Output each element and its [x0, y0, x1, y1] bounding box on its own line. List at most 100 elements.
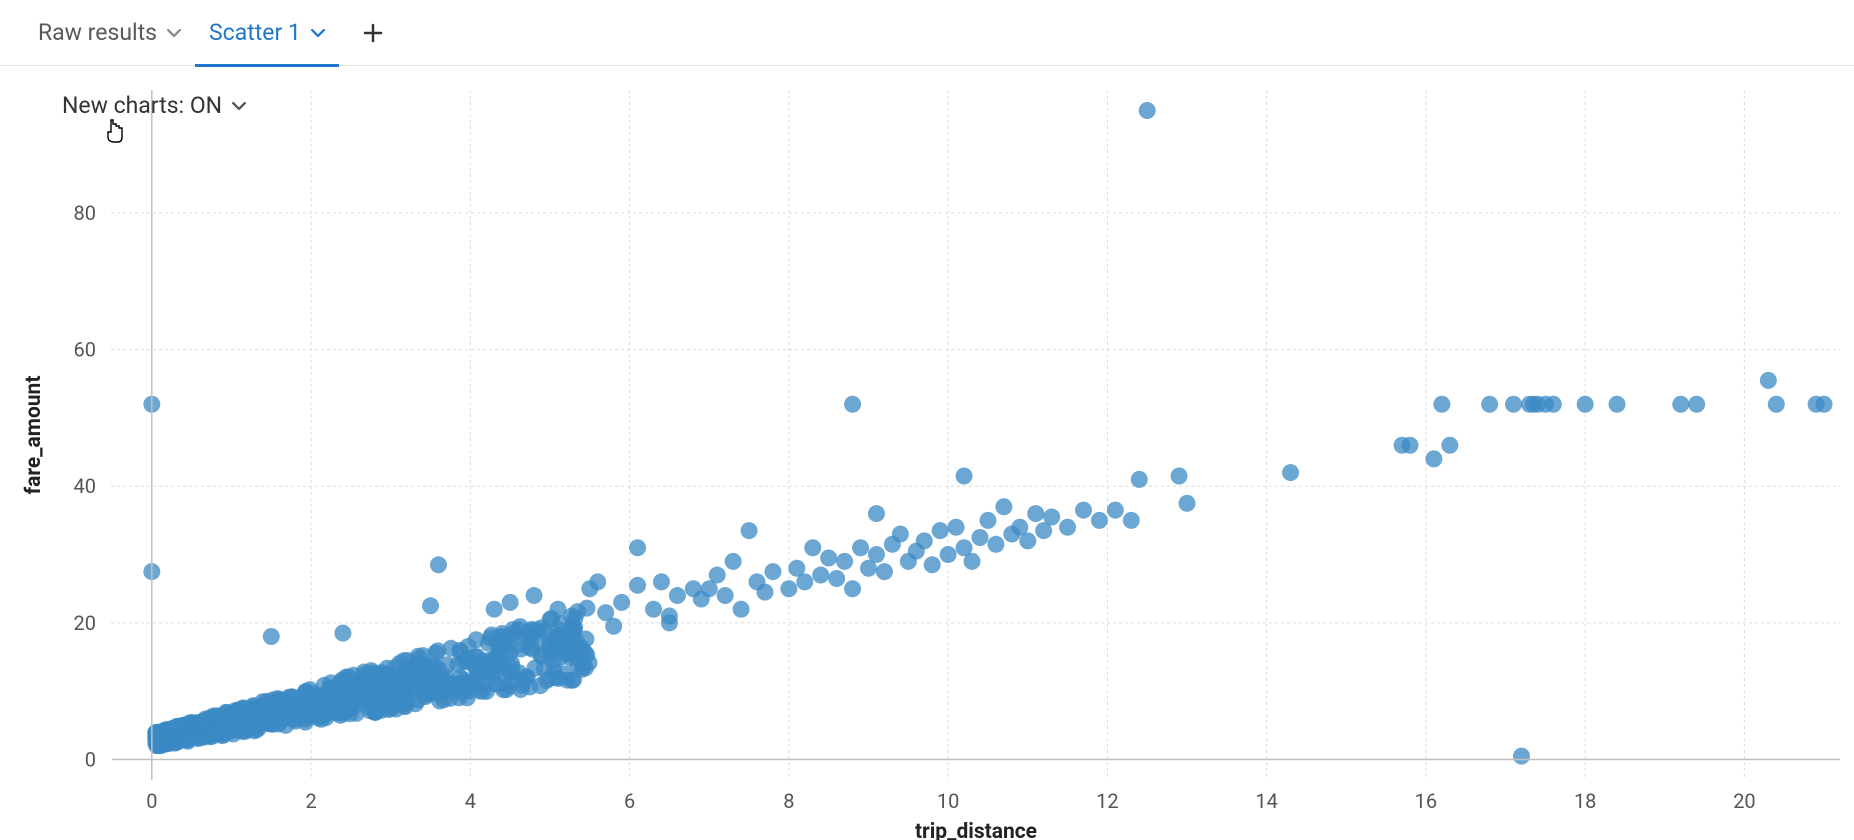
- data-point[interactable]: [645, 601, 662, 618]
- data-point[interactable]: [868, 505, 885, 522]
- data-point[interactable]: [613, 594, 630, 611]
- data-point[interactable]: [979, 512, 996, 529]
- data-point[interactable]: [589, 573, 606, 590]
- data-point[interactable]: [964, 553, 981, 570]
- data-point[interactable]: [430, 661, 447, 678]
- data-point[interactable]: [565, 635, 582, 652]
- data-point[interactable]: [575, 658, 592, 675]
- new-charts-toggle[interactable]: New charts: ON: [62, 92, 246, 119]
- data-point[interactable]: [270, 709, 287, 726]
- data-point[interactable]: [541, 670, 558, 687]
- data-point[interactable]: [363, 694, 380, 711]
- data-point[interactable]: [804, 539, 821, 556]
- data-point[interactable]: [495, 681, 512, 698]
- scatter-plot[interactable]: 02468101214161820 020406080 trip_distanc…: [0, 66, 1854, 840]
- data-point[interactable]: [316, 677, 333, 694]
- data-point[interactable]: [417, 688, 434, 705]
- tab-raw-results[interactable]: Raw results: [24, 0, 195, 66]
- data-point[interactable]: [741, 522, 758, 539]
- data-point[interactable]: [502, 594, 519, 611]
- data-point[interactable]: [1672, 396, 1689, 413]
- data-point[interactable]: [820, 549, 837, 566]
- data-point[interactable]: [1123, 512, 1140, 529]
- data-point[interactable]: [1441, 437, 1458, 454]
- data-point[interactable]: [812, 567, 829, 584]
- data-point[interactable]: [948, 519, 965, 536]
- data-point[interactable]: [629, 539, 646, 556]
- data-point[interactable]: [1688, 396, 1705, 413]
- data-point[interactable]: [253, 707, 270, 724]
- data-point[interactable]: [1027, 505, 1044, 522]
- data-point[interactable]: [717, 587, 734, 604]
- data-point[interactable]: [1505, 396, 1522, 413]
- data-point[interactable]: [1282, 464, 1299, 481]
- data-point[interactable]: [1131, 471, 1148, 488]
- data-point[interactable]: [404, 665, 421, 682]
- data-point[interactable]: [796, 573, 813, 590]
- data-point[interactable]: [1433, 396, 1450, 413]
- data-point[interactable]: [1513, 748, 1530, 765]
- data-point[interactable]: [1425, 450, 1442, 467]
- data-point[interactable]: [956, 467, 973, 484]
- data-point[interactable]: [836, 553, 853, 570]
- data-point[interactable]: [971, 529, 988, 546]
- data-point[interactable]: [526, 587, 543, 604]
- data-point[interactable]: [498, 645, 515, 662]
- data-point[interactable]: [828, 570, 845, 587]
- data-point[interactable]: [430, 556, 447, 573]
- data-point[interactable]: [263, 628, 280, 645]
- data-point[interactable]: [176, 721, 193, 738]
- data-point[interactable]: [1481, 396, 1498, 413]
- data-point[interactable]: [1171, 467, 1188, 484]
- data-point[interactable]: [852, 539, 869, 556]
- data-point[interactable]: [410, 648, 427, 665]
- data-point[interactable]: [468, 631, 485, 648]
- data-point[interactable]: [285, 696, 302, 713]
- data-point[interactable]: [465, 675, 482, 692]
- data-point[interactable]: [1043, 508, 1060, 525]
- data-point[interactable]: [1059, 519, 1076, 536]
- data-point[interactable]: [844, 580, 861, 597]
- data-point[interactable]: [669, 587, 686, 604]
- data-point[interactable]: [449, 656, 466, 673]
- data-point[interactable]: [940, 546, 957, 563]
- data-point[interactable]: [995, 498, 1012, 515]
- data-point[interactable]: [932, 522, 949, 539]
- data-point[interactable]: [526, 634, 543, 651]
- data-point[interactable]: [484, 667, 501, 684]
- data-point[interactable]: [876, 563, 893, 580]
- data-point[interactable]: [653, 573, 670, 590]
- data-point[interactable]: [868, 546, 885, 563]
- data-point[interactable]: [510, 621, 527, 638]
- data-point[interactable]: [341, 705, 358, 722]
- data-point[interactable]: [269, 690, 286, 707]
- data-point[interactable]: [1545, 396, 1562, 413]
- data-point[interactable]: [564, 672, 581, 689]
- data-point[interactable]: [844, 396, 861, 413]
- data-point[interactable]: [756, 584, 773, 601]
- data-point[interactable]: [1760, 372, 1777, 389]
- data-point[interactable]: [725, 553, 742, 570]
- add-tab-button[interactable]: [353, 13, 393, 53]
- data-point[interactable]: [661, 614, 678, 631]
- data-point[interactable]: [1577, 396, 1594, 413]
- data-point[interactable]: [396, 697, 413, 714]
- data-point[interactable]: [451, 689, 468, 706]
- data-point[interactable]: [486, 601, 503, 618]
- data-point[interactable]: [514, 677, 531, 694]
- data-point[interactable]: [1075, 502, 1092, 519]
- data-point[interactable]: [1139, 102, 1156, 119]
- data-point[interactable]: [629, 577, 646, 594]
- data-point[interactable]: [352, 673, 369, 690]
- data-point[interactable]: [1609, 396, 1626, 413]
- data-point[interactable]: [153, 723, 170, 740]
- data-point[interactable]: [1816, 396, 1833, 413]
- data-point[interactable]: [605, 618, 622, 635]
- data-point[interactable]: [367, 673, 384, 690]
- data-point[interactable]: [468, 660, 485, 677]
- tab-scatter-1[interactable]: Scatter 1: [195, 0, 339, 66]
- data-point[interactable]: [390, 679, 407, 696]
- data-point[interactable]: [549, 601, 566, 618]
- data-point[interactable]: [198, 727, 215, 744]
- data-point[interactable]: [1179, 495, 1196, 512]
